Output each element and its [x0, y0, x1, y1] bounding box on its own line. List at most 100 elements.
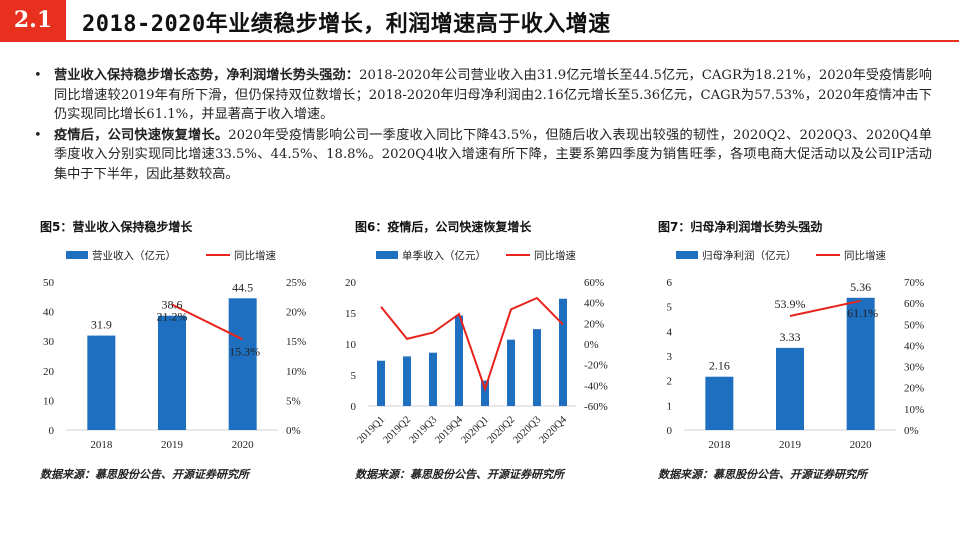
x-tick-label: 2020Q1 — [459, 414, 491, 446]
bullet-lead: 疫情后，公司快速恢复增长。 — [54, 127, 229, 143]
x-tick-label: 2019 — [161, 439, 184, 451]
bullet-lead: 营业收入保持稳步增长态势，净利润增长势头强劲： — [54, 68, 360, 83]
y-tick-label: 50 — [43, 277, 55, 289]
bar — [87, 335, 116, 430]
y-tick-label: 0 — [49, 425, 55, 437]
y2-tick-label: 20% — [904, 383, 924, 395]
line-value-label: 61.1% — [847, 306, 878, 320]
y-tick-label: 2 — [667, 376, 673, 388]
x-tick-label: 2020Q2 — [485, 414, 517, 446]
growth-line — [380, 296, 564, 393]
bar-value-label: 2.16 — [709, 359, 730, 373]
growth-line — [171, 303, 244, 341]
bar — [481, 380, 489, 406]
header-divider — [0, 40, 959, 42]
y2-tick-label: 5% — [286, 395, 301, 407]
bar — [403, 356, 411, 406]
y2-tick-label: 15% — [286, 336, 306, 348]
bar — [507, 339, 515, 406]
y2-tick-label: 30% — [904, 362, 924, 374]
y-tick-label: 0 — [351, 401, 357, 413]
revenue-chart: 营业收入（亿元） 同比增速 0 10 20 30 40 50 0% 5% 10% 15% 20% 25% 2… — [43, 249, 306, 451]
legend-bar-swatch — [66, 251, 88, 259]
bullet-dot-icon: • — [34, 68, 42, 83]
legend-bar-swatch — [676, 251, 698, 259]
y-tick-label: 15 — [345, 308, 357, 320]
bar — [228, 298, 257, 430]
y-tick-label: 30 — [43, 336, 55, 348]
line-value-label: 21.2% — [157, 309, 188, 323]
y2-tick-label: 40% — [584, 298, 604, 310]
y-tick-label: 10 — [345, 339, 357, 351]
y2-tick-label: -20% — [584, 360, 608, 372]
y2-tick-label: -60% — [584, 401, 608, 413]
figure-7-source: 数据来源：慕思股份公告、开源证券研究所 — [658, 468, 867, 481]
line-value-label: 53.9% — [775, 297, 806, 311]
y2-tick-label: 20% — [286, 307, 306, 319]
figure-5-title: 图5：营业收入保持稳步增长 — [40, 220, 193, 234]
legend-line-label: 同比增速 — [234, 249, 276, 262]
legend-line-label: 同比增速 — [534, 249, 576, 262]
line-value-label: 15.3% — [229, 344, 260, 358]
bar — [429, 352, 437, 406]
y2-tick-label: 20% — [584, 318, 604, 330]
y2-tick-label: 10% — [286, 366, 306, 378]
x-tick-label: 2019Q2 — [381, 414, 413, 446]
legend-line-label: 同比增速 — [844, 249, 886, 262]
y2-tick-label: 60% — [904, 298, 924, 310]
x-tick-label: 2018 — [90, 439, 113, 451]
quarterly-revenue-chart: 单季收入（亿元） 同比增速 0 5 10 15 20 -60% -40% -20% 0% 20% 40%… — [345, 249, 608, 446]
y2-tick-label: 0% — [904, 425, 919, 437]
legend-bar-label: 单季收入（亿元） — [402, 249, 486, 262]
x-tick-label: 2019Q4 — [433, 414, 465, 446]
figure-6-source: 数据来源：慕思股份公告、开源证券研究所 — [355, 468, 564, 481]
bar — [377, 360, 385, 406]
y2-tick-label: -40% — [584, 380, 608, 392]
bar — [776, 347, 804, 430]
bar-value-label: 38.6 — [162, 298, 183, 312]
bar — [846, 297, 875, 430]
legend-bar-swatch — [376, 251, 398, 259]
y-tick-label: 3 — [667, 351, 673, 363]
y-tick-label: 1 — [667, 400, 673, 412]
legend-bar-label: 归母净利润（亿元） — [702, 249, 797, 262]
x-tick-label: 2020Q4 — [537, 414, 569, 446]
y2-tick-label: 10% — [904, 404, 924, 416]
y-tick-label: 5 — [351, 370, 357, 382]
section-number: 2.1 — [13, 7, 53, 33]
bar-value-label: 3.33 — [780, 330, 801, 344]
y2-tick-label: 70% — [904, 277, 924, 289]
figure-5-source: 数据来源：慕思股份公告、开源证券研究所 — [40, 468, 249, 481]
y-tick-label: 6 — [667, 277, 673, 289]
y-tick-label: 40 — [43, 307, 55, 319]
bullet-dot-icon: • — [34, 127, 42, 143]
figure-7-title: 图7：归母净利润增长势头强劲 — [658, 220, 823, 234]
y-tick-label: 10 — [43, 395, 55, 407]
y2-tick-label: 25% — [286, 277, 306, 289]
bar — [455, 315, 463, 406]
y-tick-label: 20 — [43, 366, 55, 378]
legend-bar-label: 营业收入（亿元） — [92, 249, 176, 262]
bar — [705, 376, 734, 430]
bar — [158, 315, 186, 430]
bullet-text: 2018-2020年公司营业收入由31.9亿元增长至44.5亿元，CAGR为18… — [54, 68, 932, 122]
x-tick-label: 2018 — [708, 439, 731, 451]
bar-value-label: 31.9 — [91, 318, 112, 332]
figure-6-title: 图6：疫情后，公司快速恢复增长 — [355, 220, 532, 234]
page-title: 2018-2020年业绩稳步增长，利润增速高于收入增速 — [82, 12, 611, 37]
bar-value-label: 44.5 — [232, 280, 253, 294]
x-tick-label: 2019Q1 — [355, 414, 387, 446]
y-tick-label: 4 — [667, 326, 673, 338]
x-tick-label: 2020 — [232, 439, 255, 451]
bullet-list: • 营业收入保持稳步增长态势，净利润增长势头强劲：2018-2020年公司营业收… — [32, 66, 932, 185]
bullet-item-recovery: • 疫情后，公司快速恢复增长。2020年受疫情影响公司一季度收入同比下降43.5… — [32, 126, 932, 185]
y2-tick-label: 40% — [904, 340, 924, 352]
bar — [559, 298, 567, 406]
y-tick-label: 20 — [345, 277, 357, 289]
bar — [533, 329, 541, 406]
bar-value-label: 5.36 — [850, 280, 871, 294]
x-tick-label: 2019 — [779, 439, 802, 451]
bullet-text: 2020年受疫情影响公司一季度收入同比下降43.5%，但随后收入表现出较强的韧性… — [54, 127, 932, 182]
y2-tick-label: 50% — [904, 319, 924, 331]
bullet-item-revenue: • 营业收入保持稳步增长态势，净利润增长势头强劲：2018-2020年公司营业收… — [32, 66, 932, 125]
